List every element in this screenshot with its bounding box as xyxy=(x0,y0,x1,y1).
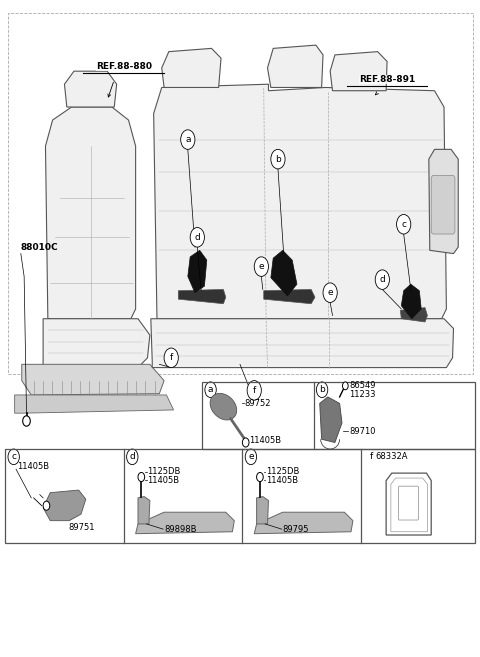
Polygon shape xyxy=(429,149,458,254)
Circle shape xyxy=(23,416,30,426)
Text: a: a xyxy=(208,385,213,394)
Polygon shape xyxy=(22,365,164,395)
Text: 1125DB: 1125DB xyxy=(147,467,181,476)
Text: c: c xyxy=(401,220,406,229)
Polygon shape xyxy=(257,497,268,524)
Text: 11405B: 11405B xyxy=(17,462,49,471)
FancyBboxPatch shape xyxy=(431,175,455,234)
Ellipse shape xyxy=(210,394,237,420)
Text: 11233: 11233 xyxy=(349,390,376,399)
Polygon shape xyxy=(320,397,342,443)
Text: d: d xyxy=(194,233,200,242)
Text: 1125DB: 1125DB xyxy=(266,467,300,476)
Circle shape xyxy=(323,283,337,302)
Text: d: d xyxy=(380,275,385,284)
Text: b: b xyxy=(319,385,325,394)
Polygon shape xyxy=(254,512,353,533)
Polygon shape xyxy=(151,319,454,367)
Text: 89752: 89752 xyxy=(245,399,271,408)
Text: 89710: 89710 xyxy=(349,427,376,436)
Circle shape xyxy=(375,270,389,290)
Text: d: d xyxy=(130,452,135,461)
Circle shape xyxy=(316,382,328,397)
Text: a: a xyxy=(185,135,191,144)
Circle shape xyxy=(254,257,268,277)
Polygon shape xyxy=(400,307,427,322)
Circle shape xyxy=(180,130,195,149)
Polygon shape xyxy=(64,71,117,107)
Text: 11405B: 11405B xyxy=(147,476,180,485)
Polygon shape xyxy=(138,497,150,524)
Text: 88010C: 88010C xyxy=(21,242,59,252)
Circle shape xyxy=(271,149,285,169)
Circle shape xyxy=(342,382,348,390)
Text: 86549: 86549 xyxy=(349,381,376,390)
Text: REF.88-880: REF.88-880 xyxy=(96,62,152,71)
Circle shape xyxy=(205,382,216,397)
Polygon shape xyxy=(154,84,446,319)
Polygon shape xyxy=(330,52,387,91)
Circle shape xyxy=(127,449,138,464)
Circle shape xyxy=(396,214,411,234)
Text: 89751: 89751 xyxy=(68,523,95,532)
Polygon shape xyxy=(179,290,226,304)
Circle shape xyxy=(257,472,263,482)
Polygon shape xyxy=(264,290,315,304)
Circle shape xyxy=(164,348,179,367)
Circle shape xyxy=(242,438,249,447)
Polygon shape xyxy=(267,45,323,87)
Text: e: e xyxy=(327,288,333,297)
Polygon shape xyxy=(43,319,150,367)
Text: f: f xyxy=(169,353,173,362)
Circle shape xyxy=(190,227,204,247)
Circle shape xyxy=(43,501,50,510)
Text: b: b xyxy=(275,154,281,164)
Circle shape xyxy=(247,380,261,400)
Circle shape xyxy=(138,472,144,482)
Text: e: e xyxy=(259,262,264,271)
Text: 11405B: 11405B xyxy=(250,436,282,445)
Text: f: f xyxy=(370,452,373,461)
Polygon shape xyxy=(14,395,174,413)
Text: f: f xyxy=(252,386,256,395)
Text: 68332A: 68332A xyxy=(375,452,408,461)
Polygon shape xyxy=(136,512,234,533)
Polygon shape xyxy=(46,107,136,319)
Polygon shape xyxy=(401,284,421,319)
Text: REF.88-891: REF.88-891 xyxy=(359,75,415,84)
Polygon shape xyxy=(162,49,221,87)
Circle shape xyxy=(245,449,257,464)
Text: 11405B: 11405B xyxy=(266,476,298,485)
Polygon shape xyxy=(271,250,297,296)
Text: e: e xyxy=(248,452,254,461)
Circle shape xyxy=(8,449,19,464)
Text: 89795: 89795 xyxy=(283,525,309,533)
Text: c: c xyxy=(11,452,16,461)
Polygon shape xyxy=(43,490,86,521)
Text: 89898B: 89898B xyxy=(164,525,197,533)
Polygon shape xyxy=(188,250,207,292)
